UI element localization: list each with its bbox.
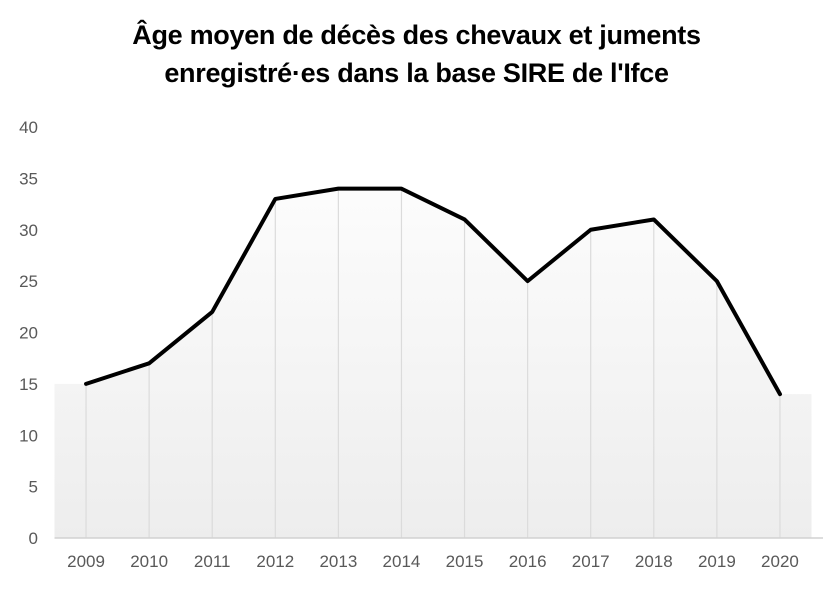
y-tick-label: 5 (29, 478, 38, 497)
chart-title-line2: enregistré·es dans la base SIRE de l'Ifc… (164, 58, 669, 88)
chart-title: Âge moyen de décès des chevaux et jument… (0, 16, 833, 92)
y-tick-label: 35 (19, 169, 38, 188)
x-tick-label: 2016 (509, 552, 547, 571)
y-tick-label: 20 (19, 324, 38, 343)
x-tick-label: 2020 (761, 552, 799, 571)
x-tick-label: 2013 (319, 552, 357, 571)
x-tick-label: 2017 (572, 552, 610, 571)
y-tick-label: 40 (19, 118, 38, 137)
line-chart-plot: 0 5 10 15 20 25 30 35 40 2009 2010 2011 2012 2013 2014… (19, 118, 823, 571)
y-tick-label: 0 (29, 529, 38, 548)
x-tick-label: 2009 (67, 552, 105, 571)
plot-area-fill (54, 188, 812, 538)
x-tick-label: 2010 (130, 552, 168, 571)
y-tick-label: 30 (19, 221, 38, 240)
x-tick-label: 2011 (194, 552, 231, 571)
x-tick-label: 2012 (256, 552, 294, 571)
x-tick-label: 2018 (635, 552, 673, 571)
x-tick-label: 2014 (383, 552, 421, 571)
y-tick-label: 10 (19, 426, 38, 445)
data-line (84, 186, 782, 397)
x-tick-label: 2019 (698, 552, 736, 571)
y-tick-label: 25 (19, 272, 38, 291)
chart-title-line1: Âge moyen de décès des chevaux et jument… (132, 20, 701, 50)
x-tick-label: 2015 (446, 552, 484, 571)
y-tick-label: 15 (19, 375, 38, 394)
